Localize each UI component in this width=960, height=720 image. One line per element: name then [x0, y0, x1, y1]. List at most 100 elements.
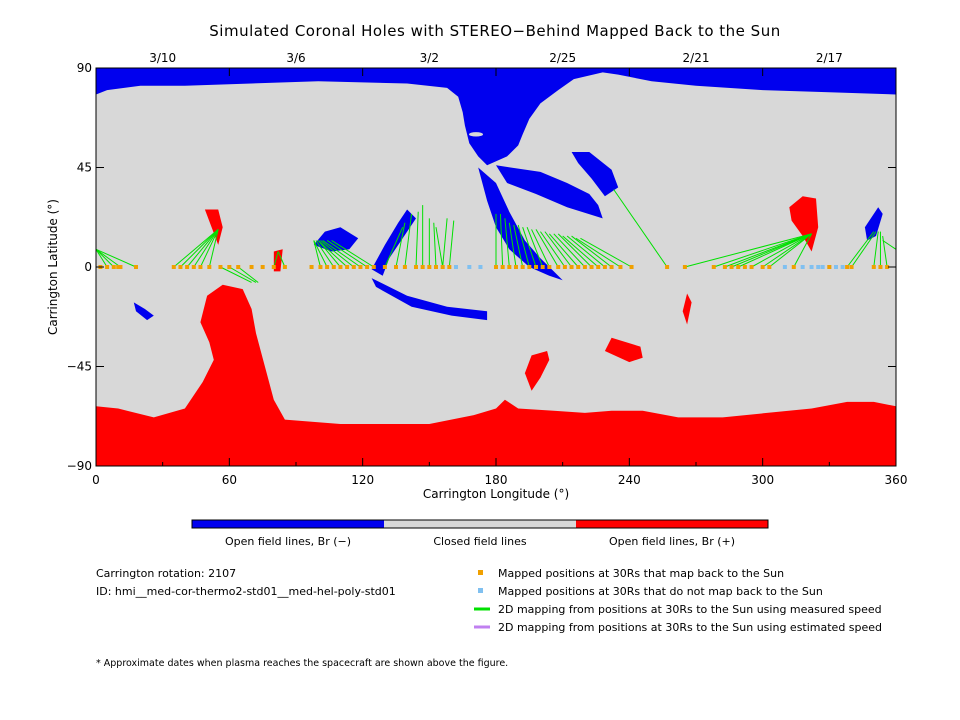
- x-tick-label-180: 180: [485, 473, 508, 487]
- mapping-line-65: [851, 231, 877, 268]
- mapped-point-37: [447, 265, 452, 269]
- mapped-point-74: [885, 265, 890, 269]
- mapping-line-2: [95, 248, 121, 268]
- mapped-point-65: [749, 265, 754, 269]
- mapped-point-52: [589, 265, 594, 269]
- date-label-0: 3/10: [149, 51, 176, 65]
- unmapped-point-1: [454, 265, 458, 269]
- mapped-point-53: [596, 265, 601, 269]
- mapped-point-10: [198, 265, 203, 269]
- legend-swatch-1: [478, 588, 483, 593]
- mapped-point-18: [282, 265, 287, 269]
- date-label-4: 2/21: [683, 51, 710, 65]
- date-tick-labels: 3/10 3/6 3/2 2/25 2/21 2/17: [149, 51, 843, 65]
- mapping-line-16: [313, 240, 328, 268]
- unmapped-point-2: [467, 265, 472, 269]
- mapped-point-72: [871, 265, 876, 269]
- mapped-point-49: [569, 265, 574, 269]
- legend-swatch-0: [478, 570, 483, 575]
- mapping-line-27: [415, 211, 419, 268]
- mapped-point-34: [427, 265, 432, 269]
- mapped-point-9: [191, 265, 196, 269]
- chart-title: Simulated Coronal Holes with STEREO−Behi…: [209, 22, 780, 40]
- mapping-line-37: [508, 222, 517, 268]
- mapping-line-35: [499, 213, 504, 268]
- footnote: * Approximate dates when plasma reaches …: [96, 658, 508, 669]
- carrington-rotation: Carrington rotation: 2107: [96, 567, 236, 580]
- positive-open-field-regions: [96, 196, 896, 466]
- mapped-point-62: [729, 265, 734, 269]
- positive-region-5: [524, 351, 550, 391]
- mapped-point-66: [760, 265, 765, 269]
- mapping-line-39: [517, 224, 530, 268]
- mapping-line-69: [882, 240, 897, 250]
- mapped-point-41: [514, 265, 518, 269]
- mapping-line-24: [384, 226, 404, 268]
- mapping-line-20: [320, 240, 355, 268]
- mapping-line-12: [237, 266, 259, 283]
- negative-region-0: [96, 68, 896, 166]
- mapping-line-47: [553, 233, 586, 268]
- mapped-point-7: [178, 265, 183, 269]
- legend-label-3: 2D mapping from positions at 30Rs to the…: [498, 621, 882, 634]
- legend: Mapped positions at 30Rs that map back t…: [474, 567, 882, 634]
- mapped-point-33: [420, 265, 425, 269]
- mapping-line-55: [684, 233, 812, 268]
- mapping-line-32: [442, 218, 448, 268]
- colorbar-frame: [191, 519, 769, 529]
- mapped-point-17: [271, 265, 276, 269]
- mapping-line-3: [95, 248, 137, 268]
- mapping-line-0: [95, 249, 108, 268]
- positive-region-6: [682, 293, 692, 325]
- mapping-line-45: [544, 231, 572, 268]
- mapped-point-30: [394, 265, 398, 269]
- negative-region-1: [496, 165, 603, 219]
- y-tick-label-2: 0: [84, 260, 92, 274]
- x-tick-label-120: 120: [351, 473, 374, 487]
- mapped-point-19: [309, 265, 314, 269]
- unmapped-point-7: [816, 265, 821, 269]
- mapped-point-24: [345, 265, 350, 269]
- mapped-point-16: [260, 265, 265, 269]
- negative-open-field-regions: [96, 68, 896, 321]
- mapping-line-25: [395, 222, 406, 268]
- mapping-line-19: [317, 240, 348, 268]
- mapped-point-67: [767, 265, 772, 269]
- mapped-point-60: [711, 265, 716, 269]
- field-color-bar: Open field lines, Br (−) Closed field li…: [191, 519, 769, 548]
- legend-label-2: 2D mapping from positions at 30Rs to the…: [498, 603, 882, 616]
- unmapped-point-4: [782, 265, 787, 269]
- mapped-point-71: [849, 265, 854, 269]
- positive-region-1: [789, 196, 819, 252]
- mapped-point-45: [540, 265, 545, 269]
- mapped-point-26: [358, 265, 363, 269]
- date-label-5: 2/17: [816, 51, 843, 65]
- mapped-point-12: [218, 265, 223, 269]
- mapping-line-8: [199, 229, 219, 268]
- model-id: ID: hmi__med-cor-thermo2-std01__med-hel-…: [96, 585, 396, 598]
- mapping-line-10: [220, 266, 252, 283]
- mapping-line-64: [846, 231, 875, 268]
- y-tick-label-3: −45: [67, 360, 92, 374]
- mapped-point-70: [845, 265, 850, 269]
- unmapped-point-5: [800, 265, 805, 269]
- mapping-line-59: [738, 233, 812, 268]
- mapped-point-55: [609, 265, 614, 269]
- mapping-line-62: [769, 233, 812, 268]
- y-tick-label-4: −90: [67, 459, 92, 473]
- mapping-line-43: [535, 229, 559, 268]
- positive-region-3: [273, 249, 283, 272]
- mapped-point-39: [500, 265, 505, 269]
- legend-label-1: Mapped positions at 30Rs that do not map…: [498, 585, 823, 598]
- negative-region-3: [571, 152, 619, 197]
- mapping-line-48: [557, 233, 592, 268]
- colorbar-positive: [576, 520, 768, 528]
- colorbar-label-positive: Open field lines, Br (+): [609, 535, 735, 548]
- mapping-line-46: [548, 233, 579, 268]
- negative-region-7: [371, 278, 488, 321]
- mapping-line-1: [95, 248, 115, 268]
- mapped-point-20: [318, 265, 323, 269]
- mapped-point-4: [118, 265, 123, 269]
- mapped-point-56: [618, 265, 623, 269]
- mapping-line-53: [580, 237, 632, 268]
